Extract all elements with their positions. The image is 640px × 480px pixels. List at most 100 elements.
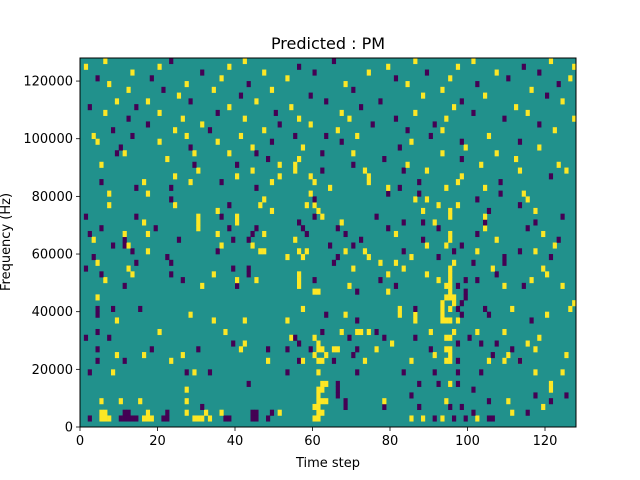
heatmap-cell	[448, 352, 453, 359]
heatmap-cell	[235, 282, 240, 289]
heatmap-cell	[436, 202, 441, 209]
x-tick-label: 0	[76, 434, 84, 449]
heatmap-cell	[87, 369, 92, 376]
heatmap-cell	[122, 230, 127, 238]
heatmap-cell	[316, 346, 321, 353]
heatmap-cell	[490, 352, 495, 359]
heatmap-cell	[421, 207, 426, 214]
heatmap-cell	[517, 248, 523, 255]
heatmap-cell	[432, 369, 437, 376]
heatmap-cell	[506, 75, 511, 82]
heatmap-cell	[308, 173, 313, 180]
heatmap-cell	[145, 415, 151, 422]
heatmap-cell	[227, 150, 232, 157]
heatmap-cell	[122, 357, 127, 364]
heatmap-cell	[211, 317, 216, 324]
heatmap-cell	[126, 415, 131, 422]
heatmap-cell	[231, 340, 236, 347]
heatmap-cell	[269, 207, 275, 214]
heatmap-cell	[184, 132, 189, 140]
heatmap-cell	[401, 219, 406, 226]
heatmap-cell	[335, 127, 340, 134]
heatmap-cell	[227, 104, 232, 111]
heatmap-cell	[459, 173, 464, 180]
heatmap-cell	[297, 248, 302, 255]
heatmap-cell	[548, 58, 554, 65]
heatmap-cell	[355, 328, 360, 336]
heatmap-cell	[378, 98, 383, 105]
heatmap-cell	[297, 340, 302, 347]
heatmap-cell	[173, 173, 178, 180]
heatmap-cell	[335, 380, 340, 387]
heatmap-cell	[490, 415, 495, 422]
heatmap-cell	[242, 340, 247, 347]
heatmap-cell	[219, 179, 224, 186]
heatmap-cell	[320, 328, 325, 336]
heatmap-cell	[475, 196, 480, 203]
heatmap-cell	[320, 386, 325, 393]
heatmap-cell	[262, 248, 267, 255]
heatmap-cell	[258, 202, 263, 209]
heatmap-cell	[169, 259, 174, 266]
heatmap-cell	[529, 86, 534, 93]
heatmap-cell	[196, 415, 201, 422]
heatmap-cell	[238, 92, 244, 99]
heatmap-cell	[417, 190, 422, 197]
heatmap-cell	[475, 248, 480, 255]
heatmap-cell	[250, 230, 255, 238]
heatmap-cell	[405, 127, 410, 134]
heatmap-cell	[95, 346, 100, 353]
heatmap-cell	[316, 398, 321, 405]
heatmap-cell	[87, 230, 92, 238]
heatmap-cell	[382, 403, 387, 411]
heatmap-cell	[250, 242, 255, 249]
heatmap-cell	[285, 346, 290, 353]
heatmap-cell	[556, 81, 561, 88]
heatmap-cell	[231, 265, 236, 272]
heatmap-cell	[99, 409, 104, 416]
heatmap-cell	[506, 352, 511, 359]
heatmap-cell	[300, 254, 306, 261]
heatmap-cell	[572, 300, 577, 307]
heatmap-cell	[118, 398, 123, 405]
heatmap-cell	[254, 184, 259, 191]
heatmap-cell	[324, 398, 329, 405]
heatmap-cell	[548, 173, 554, 180]
heatmap-cell	[556, 236, 561, 243]
heatmap-cell	[180, 352, 185, 359]
heatmap-cell	[95, 357, 100, 364]
heatmap-cell	[134, 184, 139, 191]
heatmap-cell	[254, 150, 259, 157]
heatmap-cell	[235, 277, 240, 284]
heatmap-cell	[459, 242, 464, 249]
heatmap-cell	[347, 334, 352, 341]
heatmap-cell	[452, 328, 457, 336]
heatmap-cell	[254, 98, 259, 105]
heatmap-cell	[359, 236, 364, 243]
heatmap-cell	[277, 161, 282, 168]
heatmap-cell	[374, 213, 379, 220]
heatmap-cell	[386, 190, 391, 197]
heatmap-cell	[386, 63, 391, 70]
heatmap-cell	[219, 75, 224, 82]
heatmap-cell	[510, 305, 515, 312]
heatmap-cell	[165, 415, 170, 422]
heatmap-cell	[393, 115, 399, 122]
heatmap-cell	[316, 415, 321, 422]
heatmap-cell	[471, 58, 476, 65]
heatmap-cell	[223, 328, 228, 336]
plot-frame	[79, 57, 577, 428]
heatmap-cell	[130, 132, 135, 140]
heatmap-cell	[432, 219, 437, 226]
heatmap-cell	[459, 138, 464, 145]
heatmap-cell	[107, 415, 112, 422]
heatmap-cell	[455, 282, 461, 289]
heatmap-cell	[312, 352, 317, 359]
heatmap-cell	[165, 409, 170, 416]
heatmap-cell	[552, 242, 557, 249]
heatmap-cell	[436, 277, 441, 284]
heatmap-cell	[409, 254, 414, 261]
heatmap-cell	[444, 334, 449, 341]
y-tick-label: 20000	[32, 363, 73, 378]
heatmap-cell	[111, 242, 116, 249]
